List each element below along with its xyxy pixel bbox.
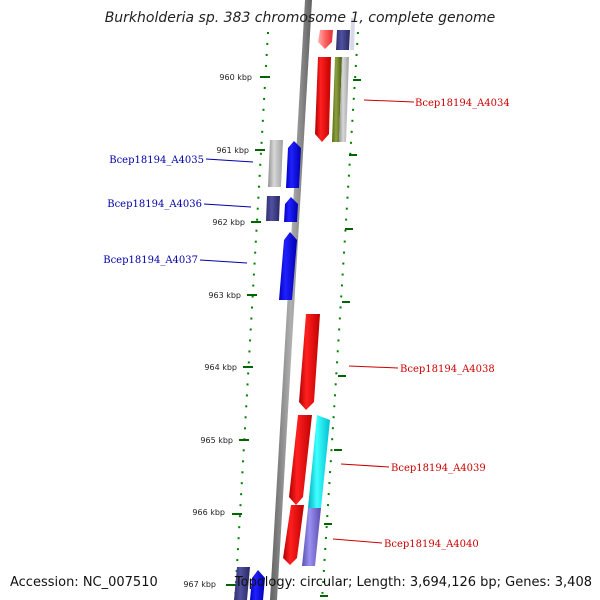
gene-label-4034[interactable]: Bcep18194_A4034 — [415, 98, 510, 109]
map-title: Burkholderia sp. 383 chromosome 1, compl… — [104, 10, 496, 26]
kbp-label-960: 960 kbp — [219, 73, 252, 82]
gene-block-cyan-4039[interactable] — [308, 415, 330, 508]
leader-4037 — [199, 259, 248, 264]
leader-4038 — [348, 365, 399, 369]
gene-arrow-top-light[interactable] — [318, 30, 333, 49]
leader-4040 — [332, 538, 383, 544]
gene-arrow-4039[interactable] — [289, 415, 312, 505]
gene-arrow-4034[interactable] — [315, 57, 331, 142]
kbp-label-961: 961 kbp — [216, 146, 249, 155]
right-tick-rail — [321, 31, 359, 600]
kbp-label-963: 963 kbp — [208, 291, 241, 300]
reverse-genes — [234, 140, 301, 600]
leader-4036 — [203, 203, 252, 208]
forward-genes — [283, 18, 355, 566]
leader-4034 — [363, 99, 415, 103]
leader-4035 — [205, 158, 254, 163]
left-tick-rail — [234, 31, 269, 600]
kbp-label-964: 964 kbp — [204, 363, 237, 372]
accession-text: Accession: NC_007510 — [10, 575, 158, 590]
gene-block-grey-4034[interactable] — [339, 57, 349, 142]
gene-block-navy-top[interactable] — [336, 30, 350, 50]
gene-label-4038[interactable]: Bcep18194_A4038 — [400, 364, 495, 375]
gene-label-4036[interactable]: Bcep18194_A4036 — [107, 199, 202, 210]
gene-label-4039[interactable]: Bcep18194_A4039 — [391, 463, 486, 474]
rail-dots-left — [234, 31, 269, 600]
kbp-label-966: 966 kbp — [192, 508, 225, 517]
gene-arrow-4035[interactable] — [286, 141, 301, 188]
rail-dots-right — [321, 31, 359, 600]
gene-arrow-4036[interactable] — [284, 197, 298, 222]
gene-block-white-top[interactable] — [350, 18, 355, 50]
gene-arrow-4040[interactable] — [283, 505, 304, 565]
gene-block-navy-4036[interactable] — [266, 196, 280, 221]
gene-block-lavender-4040[interactable] — [302, 508, 321, 566]
gene-block-grey-4035[interactable] — [268, 140, 283, 187]
kbp-label-967: 967 kbp — [183, 580, 216, 589]
major-ticks-left — [226, 76, 270, 586]
label-leaders — [199, 99, 415, 544]
topology-text: Topology: circular; Length: 3,694,126 bp… — [234, 575, 592, 590]
gene-label-4037[interactable]: Bcep18194_A4037 — [103, 255, 198, 266]
gene-arrow-4037[interactable] — [279, 232, 297, 300]
major-ticks-right — [320, 79, 361, 597]
leader-4039 — [340, 463, 390, 468]
kbp-labels: 960 kbp 961 kbp 962 kbp 963 kbp 964 kbp … — [183, 73, 252, 589]
gene-arrow-4038[interactable] — [299, 314, 320, 410]
kbp-label-965: 965 kbp — [200, 436, 233, 445]
gene-block-olive-4034[interactable] — [332, 57, 342, 142]
gene-block-navy-bottom[interactable] — [234, 567, 250, 600]
gene-arrow-bottom[interactable] — [250, 570, 265, 600]
kbp-label-962: 962 kbp — [212, 218, 245, 227]
gene-label-4040[interactable]: Bcep18194_A4040 — [384, 539, 479, 550]
gene-labels: Bcep18194_A4034 Bcep18194_A4035 Bcep1819… — [103, 98, 510, 550]
gene-label-4035[interactable]: Bcep18194_A4035 — [109, 155, 204, 166]
